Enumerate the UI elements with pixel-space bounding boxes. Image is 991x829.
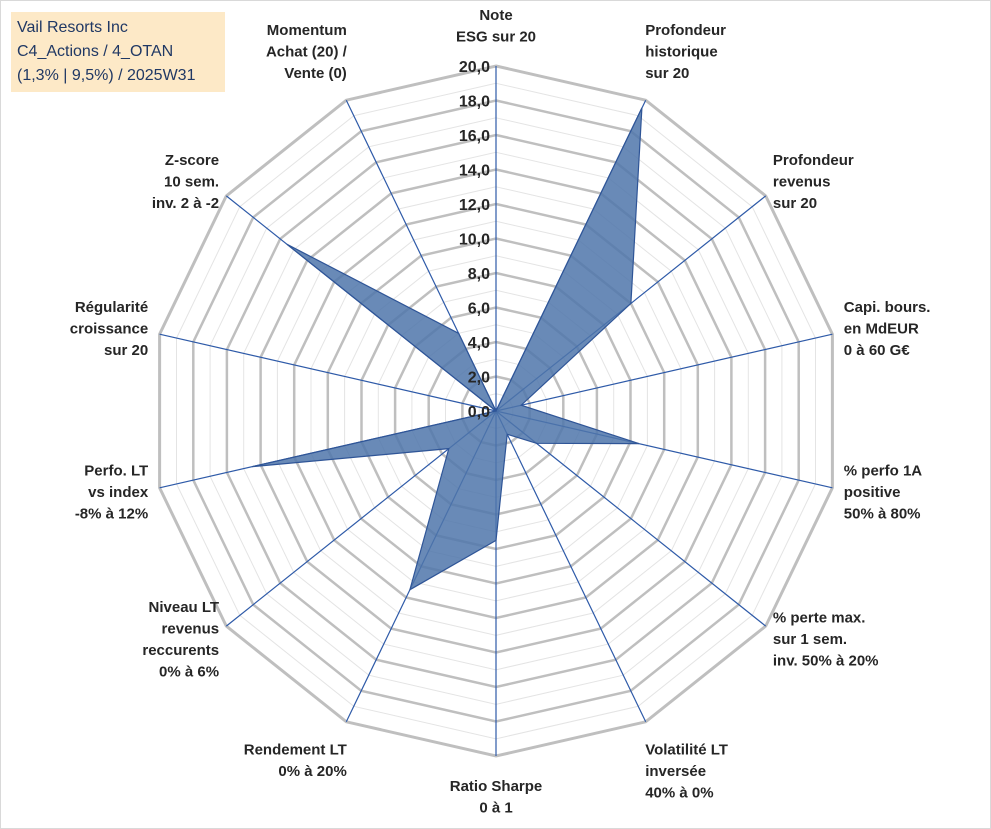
axis-label: Profondeur revenus sur 20 xyxy=(773,152,854,212)
tick-label: 10,0 xyxy=(459,232,490,249)
tick-label: 14,0 xyxy=(459,163,490,180)
title-line-period: (1,3% | 9,5%) / 2025W31 xyxy=(17,67,196,84)
axis-label: Z-score 10 sem. inv. 2 à -2 xyxy=(152,152,219,212)
axis-labels: Note ESG sur 20 Profondeur historique sur 20… xyxy=(70,7,931,817)
tick-label: 6,0 xyxy=(468,301,490,318)
axis-label: Profondeur historique sur 20 xyxy=(645,22,726,82)
axis-spoke xyxy=(495,333,833,412)
axis-spoke xyxy=(495,410,647,723)
series-area xyxy=(251,107,643,591)
series-polygon xyxy=(251,107,643,591)
tick-label: 4,0 xyxy=(468,335,490,352)
axis-spoke xyxy=(495,410,767,627)
axis-label: Note ESG sur 20 xyxy=(456,7,536,46)
tick-label: 16,0 xyxy=(459,128,490,145)
axis-label: % perte max. sur 1 sem. inv. 50% à 20% xyxy=(773,610,879,670)
tick-label: 0,0 xyxy=(468,404,490,421)
tick-label: 20,0 xyxy=(459,59,490,76)
radial-tick-labels: 0,0 2,0 4,0 6,0 8,0 10,0 12,0 14,0 16,0 18,0 20,0 xyxy=(459,59,490,421)
tick-label: 8,0 xyxy=(468,266,490,283)
title-line-company: Vail Resorts Inc xyxy=(17,19,128,36)
title-box: Vail Resorts Inc C4_Actions / 4_OTAN (1,… xyxy=(11,12,225,92)
tick-label: 2,0 xyxy=(468,370,490,387)
axis-label: Perfo. LT vs index -8% à 12% xyxy=(75,462,149,522)
axis-label: Rendement LT 0% à 20% xyxy=(244,742,347,781)
axis-label: Ratio Sharpe 0 à 1 xyxy=(450,778,543,817)
title-line-category: C4_Actions / 4_OTAN xyxy=(17,43,174,60)
tick-label: 18,0 xyxy=(459,94,490,111)
axis-label: Niveau LT revenus reccurents 0% à 6% xyxy=(142,599,219,681)
tick-label: 12,0 xyxy=(459,197,490,214)
axis-spoke xyxy=(159,333,497,412)
axis-label: Régularité croissance sur 20 xyxy=(70,299,148,359)
axis-label: % perfo 1A positive 50% à 80% xyxy=(844,462,923,522)
axis-label: Momentum Achat (20) / Vente (0) xyxy=(266,22,348,82)
axis-label: Volatilité LT inversée 40% à 0% xyxy=(645,742,728,802)
axis-label: Capi. bours. en MdEUR 0 à 60 G€ xyxy=(844,299,931,359)
